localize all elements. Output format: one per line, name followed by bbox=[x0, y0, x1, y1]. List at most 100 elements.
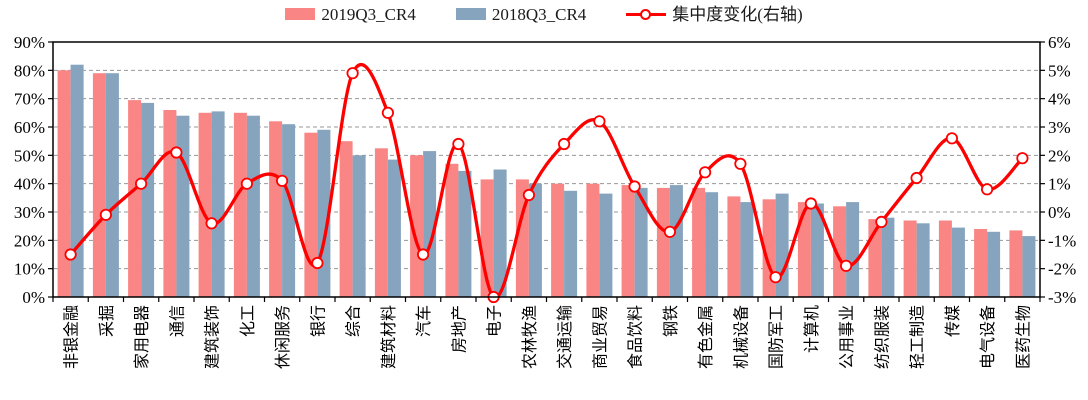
line-marker bbox=[275, 174, 289, 187]
bar bbox=[92, 73, 106, 297]
bar bbox=[387, 159, 401, 297]
right-axis-tick-label: -1% bbox=[1048, 231, 1076, 250]
x-axis-category-label: 通信 bbox=[168, 305, 186, 337]
x-axis-category-label: 交通运输 bbox=[556, 305, 574, 369]
x-axis-category-label: 非银金融 bbox=[63, 305, 81, 369]
line-marker bbox=[311, 256, 324, 270]
bar bbox=[128, 100, 142, 297]
line-marker bbox=[839, 259, 853, 272]
left-axis-tick-label: 50% bbox=[14, 146, 45, 165]
bar bbox=[211, 111, 225, 298]
bar bbox=[528, 183, 542, 297]
bar bbox=[797, 202, 811, 297]
line-marker bbox=[804, 197, 818, 210]
x-axis-category-label: 国防军工 bbox=[768, 305, 786, 369]
right-axis-tick-label: 4% bbox=[1048, 90, 1071, 109]
x-axis-category-label: 轻工制造 bbox=[909, 305, 927, 369]
right-axis-tick-label: -3% bbox=[1048, 288, 1076, 307]
legend-item-concentration-change: 集中度变化(右轴) bbox=[626, 4, 803, 24]
x-axis-category-label: 采掘 bbox=[98, 305, 116, 337]
x-axis-category-label: 银行 bbox=[309, 305, 327, 337]
line-marker bbox=[522, 188, 536, 202]
bar bbox=[57, 70, 71, 297]
legend-swatch-2019q3-icon bbox=[285, 8, 316, 20]
legend-line-marker-icon bbox=[626, 7, 667, 21]
chart-legend: 2019Q3_CR4 2018Q3_CR4 集中度变化(右轴) bbox=[0, 3, 1088, 25]
x-axis-category-label: 化工 bbox=[239, 305, 257, 337]
bar bbox=[105, 73, 119, 297]
x-axis-category-label: 休闲服务 bbox=[274, 305, 292, 369]
bar bbox=[1009, 230, 1023, 297]
bar bbox=[269, 121, 283, 297]
x-axis-category-label: 纺织服装 bbox=[873, 305, 891, 369]
x-axis-category-label: 电气设备 bbox=[979, 305, 997, 369]
bar bbox=[282, 124, 296, 297]
bar bbox=[621, 185, 635, 297]
x-axis-category-label: 有色金属 bbox=[697, 305, 715, 369]
x-axis-category-label: 食品饮料 bbox=[627, 305, 645, 369]
x-axis-category-label: 农林牧渔 bbox=[521, 305, 539, 369]
right-axis-tick-label: 1% bbox=[1048, 175, 1071, 194]
bar bbox=[916, 223, 930, 297]
bar bbox=[423, 151, 437, 297]
line-marker bbox=[593, 115, 606, 128]
bar bbox=[176, 115, 190, 297]
bar bbox=[198, 112, 212, 297]
bar bbox=[775, 193, 789, 297]
bar bbox=[634, 187, 648, 297]
line-marker bbox=[346, 67, 359, 80]
right-axis-tick-label: 2% bbox=[1048, 146, 1071, 165]
bar bbox=[974, 229, 988, 297]
legend-swatch-2018q3-icon bbox=[455, 8, 486, 20]
x-axis-category-label: 钢铁 bbox=[662, 305, 680, 337]
left-axis-tick-label: 70% bbox=[14, 90, 45, 109]
line-marker bbox=[64, 248, 77, 261]
bar bbox=[374, 148, 388, 298]
legend-label-2019q3: 2019Q3_CR4 bbox=[321, 4, 416, 24]
line-series bbox=[64, 63, 1029, 304]
line-marker bbox=[1016, 152, 1029, 165]
bar bbox=[881, 217, 895, 297]
legend-item-2019q3-cr4: 2019Q3_CR4 bbox=[285, 4, 416, 24]
bar bbox=[564, 190, 578, 298]
line-marker bbox=[663, 225, 677, 238]
bar bbox=[938, 220, 952, 297]
right-axis-tick-label: 6% bbox=[1048, 33, 1071, 52]
bar bbox=[458, 170, 472, 297]
bar bbox=[987, 231, 1001, 297]
left-axis-tick-label: 60% bbox=[14, 118, 45, 137]
line-marker bbox=[99, 208, 113, 221]
bar bbox=[833, 206, 847, 297]
bar bbox=[599, 193, 613, 297]
line-marker bbox=[170, 146, 183, 159]
bar bbox=[586, 183, 600, 297]
bar bbox=[233, 112, 247, 297]
line-marker bbox=[875, 215, 888, 228]
x-axis-category-label: 建筑材料 bbox=[380, 305, 398, 369]
line-marker bbox=[628, 180, 641, 193]
x-axis-labels: 非银金融 采掘 家用电器 通信 建筑装饰 化工 休闲服务 银行 综合 建筑材料 汽车 房地产 电子 农林牧… bbox=[63, 305, 1033, 369]
line-marker bbox=[557, 137, 571, 151]
x-axis-category-label: 商业贸易 bbox=[591, 305, 609, 369]
line-marker bbox=[769, 271, 782, 284]
right-axis-tick-label: -2% bbox=[1048, 260, 1076, 279]
line-marker bbox=[698, 166, 712, 179]
bar bbox=[656, 187, 670, 297]
bar bbox=[669, 185, 683, 297]
bar bbox=[727, 196, 741, 297]
bar bbox=[705, 192, 719, 297]
line-marker bbox=[205, 217, 218, 230]
bar bbox=[304, 132, 318, 297]
x-axis-category-label: 机械设备 bbox=[732, 305, 750, 369]
bar bbox=[903, 220, 917, 297]
bar bbox=[846, 202, 860, 297]
left-axis-tick-label: 40% bbox=[14, 175, 45, 194]
legend-label-concentration-change: 集中度变化(右轴) bbox=[672, 4, 803, 24]
x-axis-category-label: 房地产 bbox=[450, 305, 468, 353]
left-axis-tick-label: 80% bbox=[14, 61, 45, 80]
x-axis-category-label: 汽车 bbox=[415, 305, 433, 337]
bar bbox=[141, 102, 155, 298]
x-axis-category-label: 医药生物 bbox=[1014, 305, 1032, 369]
left-axis-labels: 0% 10% 20% 30% 40% 50% 60% 70% 80% 90% bbox=[14, 33, 45, 307]
right-axis-labels: -3% -2% -1% 0% 1% 2% 3% 4% 5% 6% bbox=[1048, 33, 1076, 307]
